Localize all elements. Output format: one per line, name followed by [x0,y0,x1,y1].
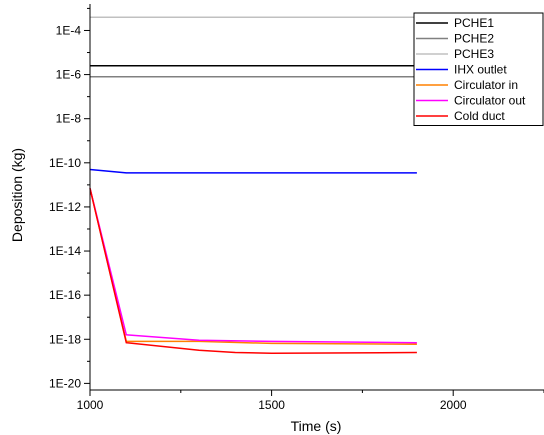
series-line-3 [89,168,417,174]
x-tick-label: 1000 [77,398,104,412]
x-axis-title: Time (s) [291,418,342,434]
legend-label-6: Cold duct [454,109,505,123]
x-tick-label: 2000 [440,398,467,412]
legend-label-5: Circulator out [454,94,526,108]
legend-label-1: PCHE2 [454,32,494,46]
legend-label-4: Circulator in [454,78,518,92]
y-tick-label: 1E-20 [49,376,81,390]
legend-label-0: PCHE1 [454,16,494,30]
y-axis-title: Deposition (kg) [9,148,25,242]
y-tick-label: 1E-6 [56,68,82,82]
series-line-6 [89,188,417,355]
x-tick-label: 1500 [258,398,285,412]
y-tick-label: 1E-8 [56,112,82,126]
series-line-4 [89,188,417,345]
y-tick-label: 1E-14 [49,244,81,258]
y-tick-label: 1E-4 [56,23,82,37]
y-tick-label: 1E-12 [49,200,81,214]
y-tick-label: 1E-10 [49,156,81,170]
legend-label-3: IHX outlet [454,63,507,77]
legend-label-2: PCHE3 [454,47,494,61]
series-line-5 [89,188,417,344]
y-tick-label: 1E-16 [49,288,81,302]
y-tick-label: 1E-18 [49,332,81,346]
